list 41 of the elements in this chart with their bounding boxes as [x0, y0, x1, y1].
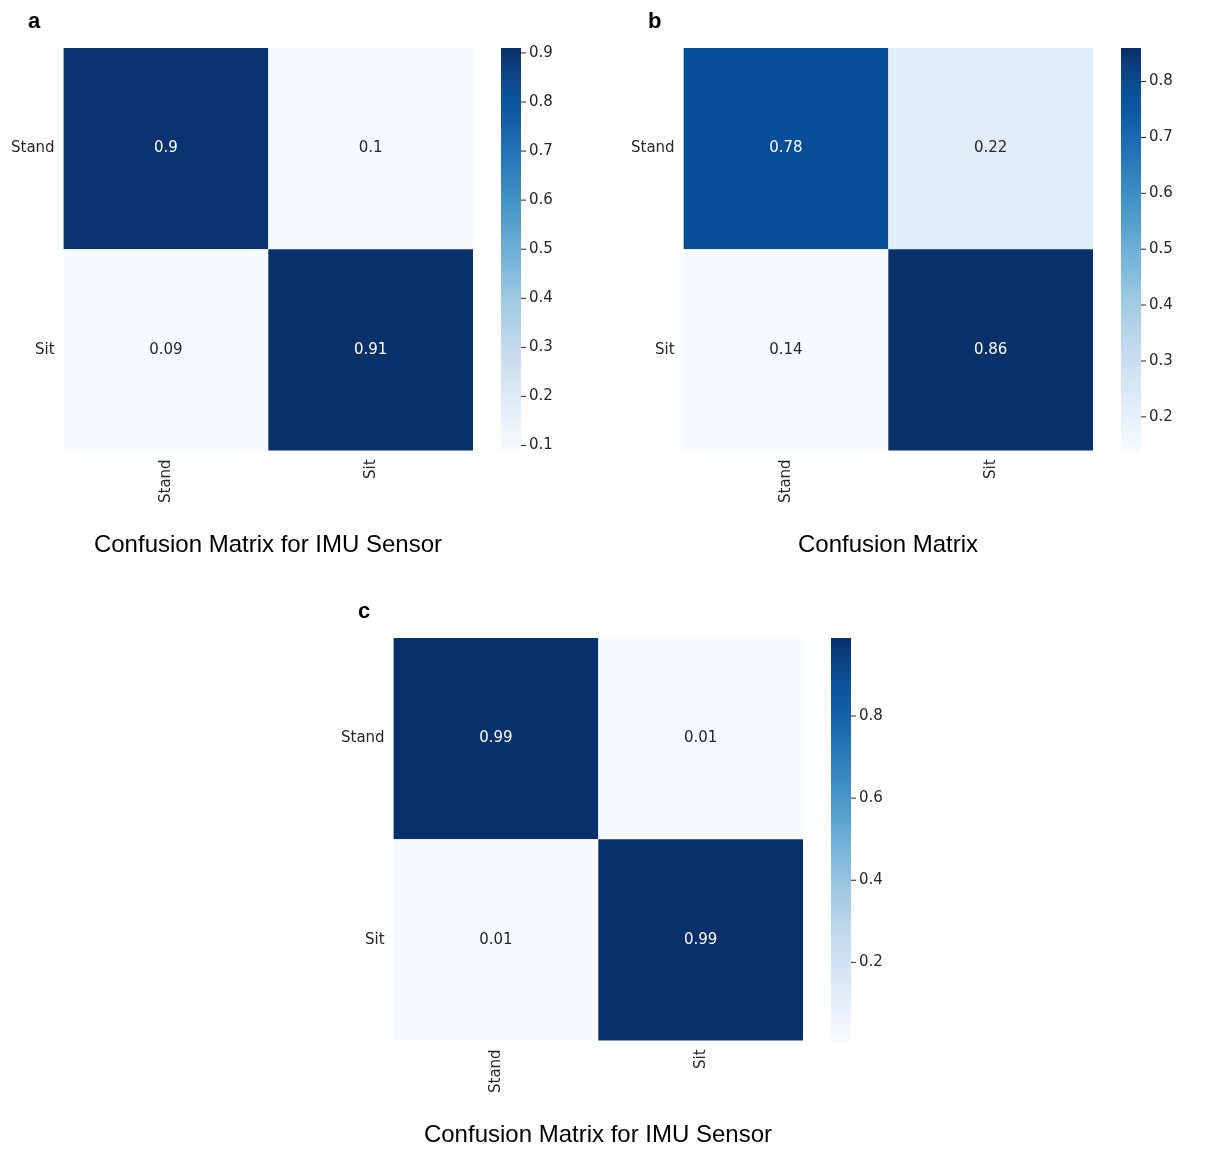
color-bar-label: 0.4 [859, 870, 883, 889]
color-bar-label: 0.5 [1149, 239, 1173, 258]
x-tick-label: Stand [155, 459, 174, 503]
color-bar-label: 0.5 [529, 239, 553, 258]
data-label: 0.01 [479, 929, 513, 948]
color-bar-label: 0.3 [529, 337, 553, 356]
color-bar-label: 0.8 [1149, 71, 1173, 90]
color-bar-label: 0.7 [1149, 127, 1173, 146]
color-bar-label: 0.6 [529, 190, 553, 209]
data-label: 0.9 [154, 138, 178, 157]
color-bar-label: 0.4 [1149, 294, 1173, 313]
color-bar-label: 0.4 [529, 288, 553, 307]
color-bar-label: 0.1 [529, 435, 553, 454]
color-bar-label: 0.6 [1149, 183, 1173, 202]
color-bar-label: 0.8 [859, 705, 883, 724]
color-bar-label: 0.7 [529, 140, 553, 159]
text: Confusion Matrix for IMU Sensor [422, 1120, 774, 1148]
data-label: 0.99 [683, 929, 718, 948]
text: a [28, 8, 41, 33]
data-label: 0.86 [973, 339, 1008, 358]
x-tick-label: Stand [775, 459, 794, 503]
data-label: 0.22 [973, 138, 1008, 157]
data-label: 0.99 [479, 728, 513, 747]
color-bar-label: 0.3 [1149, 350, 1173, 369]
color-bar-label: 0.2 [1149, 406, 1173, 425]
color-bar-label: 0.9 [529, 42, 553, 61]
color-bar-label: 0.6 [859, 788, 883, 807]
data-label: 0.09 [149, 339, 183, 358]
color-bar-label: 0.2 [859, 952, 883, 971]
data-label: 0.1 [358, 138, 383, 157]
color-bar-label: 0.2 [529, 386, 553, 405]
text: Confusion Matrix [796, 530, 980, 558]
data-label: 0.91 [353, 339, 388, 358]
data-label: 0.01 [683, 728, 718, 747]
data-label: 0.78 [769, 138, 803, 157]
color-bar-label: 0.8 [529, 91, 553, 110]
text: c [358, 598, 371, 623]
text: b [648, 8, 662, 33]
x-tick-label: Sit [980, 459, 999, 479]
data-label: 0.14 [769, 339, 803, 358]
text: Confusion Matrix for IMU Sensor [92, 530, 444, 558]
